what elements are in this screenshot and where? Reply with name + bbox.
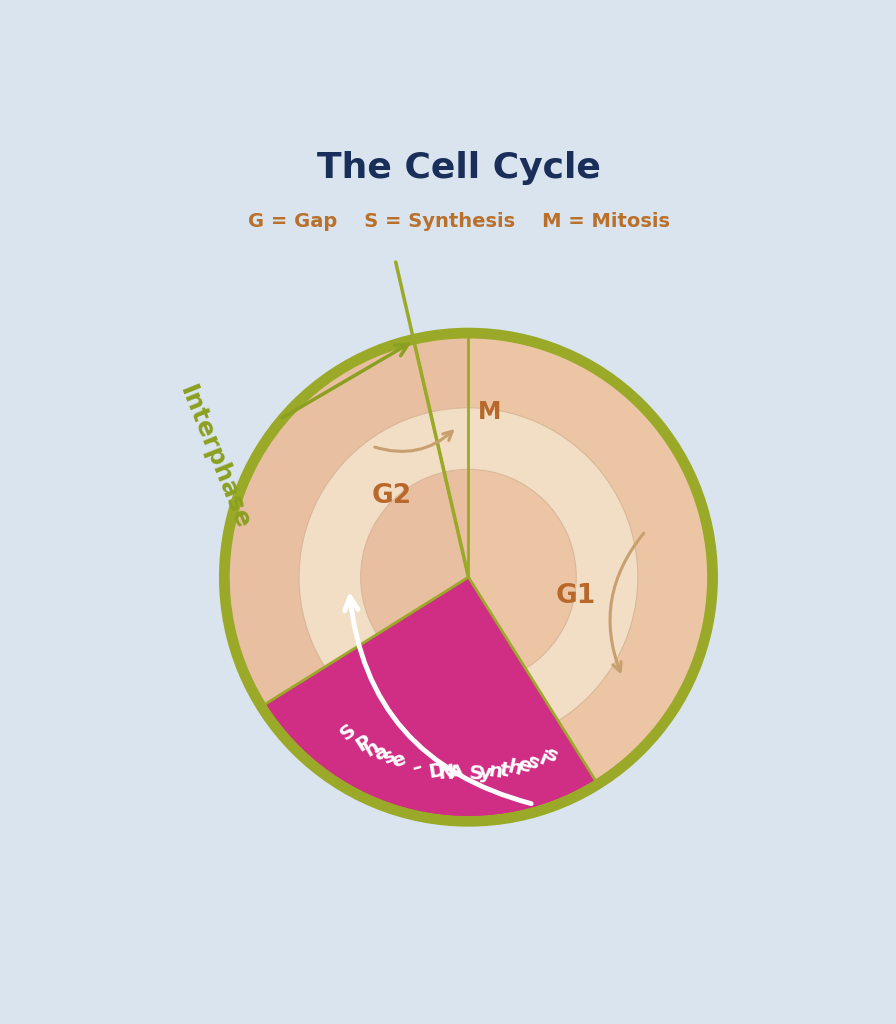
- Wedge shape: [266, 578, 595, 816]
- Wedge shape: [299, 408, 638, 746]
- Wedge shape: [469, 339, 707, 779]
- Text: e: e: [514, 755, 533, 776]
- Wedge shape: [266, 578, 595, 816]
- Text: G2: G2: [371, 483, 411, 509]
- Text: G1: G1: [556, 584, 597, 609]
- Wedge shape: [415, 339, 469, 578]
- Wedge shape: [229, 345, 469, 703]
- Text: –: –: [410, 757, 425, 777]
- Text: D: D: [426, 760, 446, 781]
- Text: e: e: [389, 750, 409, 772]
- Text: A: A: [448, 763, 464, 783]
- Text: M: M: [478, 399, 502, 424]
- Text: s: s: [524, 752, 542, 773]
- Text: a: a: [370, 741, 391, 764]
- Text: y: y: [478, 763, 493, 782]
- Text: h: h: [361, 736, 383, 760]
- Text: n: n: [487, 761, 504, 782]
- Text: t: t: [498, 760, 512, 780]
- Text: P: P: [352, 731, 375, 756]
- Text: i: i: [536, 749, 549, 769]
- Text: S: S: [468, 764, 483, 783]
- Text: s: s: [380, 745, 399, 768]
- Text: The Cell Cycle: The Cell Cycle: [317, 151, 601, 184]
- Text: G = Gap    S = Synthesis    M = Mitosis: G = Gap S = Synthesis M = Mitosis: [248, 212, 670, 231]
- Text: N: N: [436, 762, 456, 782]
- Text: Interphase: Interphase: [175, 382, 254, 534]
- Text: h: h: [505, 757, 523, 779]
- Text: S: S: [336, 720, 359, 743]
- Circle shape: [219, 328, 718, 826]
- Text: s: s: [542, 744, 561, 766]
